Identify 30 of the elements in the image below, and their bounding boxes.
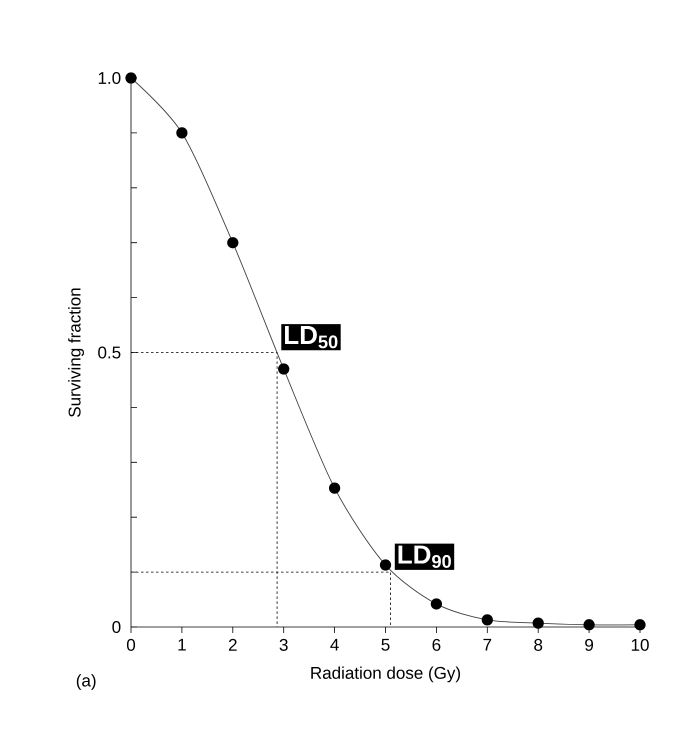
annotation: LD$_{90}$ (398, 546, 451, 568)
point (634, 619, 646, 630)
x-tick-label: 8 (534, 638, 542, 651)
x-tick-label: 9 (585, 638, 594, 651)
point (583, 619, 595, 630)
point (380, 559, 392, 571)
y-tick-label: 0.5 (98, 346, 120, 359)
x-tick-label: 3 (280, 638, 288, 651)
point (532, 618, 544, 629)
point (227, 237, 238, 248)
y-axis-title: Surviving fraction (68, 288, 84, 417)
x-tick-label: 10 (632, 638, 649, 651)
text: (a) (76, 674, 96, 690)
x-tick-label: 4 (330, 638, 339, 651)
point (278, 363, 290, 375)
point (176, 127, 188, 139)
point (482, 614, 493, 626)
x-tick-label: 7 (483, 638, 492, 651)
y-tick-label: 0 (112, 620, 120, 634)
x-tick-label: 0 (126, 638, 136, 651)
point (328, 482, 340, 494)
x-tick-label: 6 (432, 638, 440, 651)
point (125, 72, 137, 84)
point (430, 598, 442, 610)
x-tick-label: 2 (228, 638, 237, 651)
x-tick-label: 1 (178, 638, 186, 651)
annotation: LD$_{50}$ (285, 326, 338, 348)
x-axis-title: Radiation dose (Gy) (311, 666, 460, 682)
x-tick-label: 5 (381, 638, 390, 651)
y-tick-label: 1.0 (98, 72, 120, 84)
